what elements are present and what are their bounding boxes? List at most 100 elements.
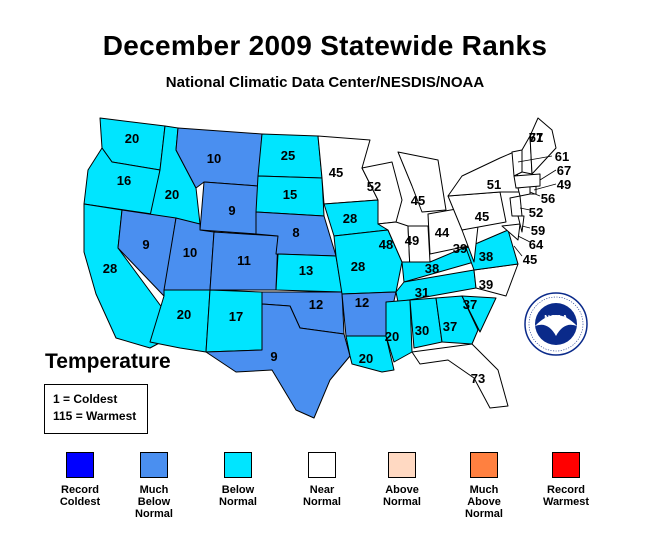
- state-me: [529, 117, 557, 175]
- leader-line-dc: [513, 245, 523, 257]
- rank-label-nd: 25: [281, 148, 295, 163]
- noaa-logo: NOAA: [524, 292, 588, 356]
- state-tx: [205, 303, 351, 419]
- rank-label-ia: 28: [343, 211, 357, 226]
- leader-line-md: [517, 235, 531, 243]
- rank-label-mn: 45: [329, 165, 343, 180]
- state-vt: [511, 149, 523, 177]
- legend-swatch: [552, 452, 580, 478]
- rank-label-fl: 73: [471, 371, 485, 386]
- rank-label-pa: 45: [475, 209, 489, 224]
- rank-label-va: 38: [479, 249, 493, 264]
- rank-label-nm: 17: [229, 309, 243, 324]
- state-va: [465, 229, 519, 271]
- state-ms: [385, 299, 413, 363]
- leader-line-ri: [533, 183, 557, 191]
- rank-label-co: 11: [237, 253, 251, 268]
- legend-label: Record Coldest: [59, 484, 101, 508]
- rank-label-ar: 12: [355, 295, 369, 310]
- legend-item: Record Coldest: [40, 452, 120, 508]
- legend-swatch: [470, 452, 498, 478]
- legend-item: Much Below Normal: [114, 452, 194, 520]
- legend-label: Much Above Normal: [465, 484, 503, 520]
- rank-key-coldest: 1 = Coldest: [53, 392, 118, 406]
- rank-label-mt: 10: [207, 151, 221, 166]
- rank-label-de: 59: [531, 223, 545, 238]
- rank-label-ky: 38: [425, 261, 439, 276]
- legend-swatch: [388, 452, 416, 478]
- rank-label-dc: 45: [523, 252, 537, 267]
- rank-label-nh: 61: [529, 130, 543, 145]
- rank-label-in: 49: [405, 233, 419, 248]
- legend-label: Much Below Normal: [135, 484, 173, 520]
- state-ne: [255, 211, 337, 257]
- rank-label-az: 20: [177, 307, 191, 322]
- rank-label-ne: 8: [292, 225, 299, 240]
- rank-label-vt: 61: [555, 149, 569, 164]
- legend-swatch: [66, 452, 94, 478]
- rank-label-ca: 28: [103, 261, 117, 276]
- rank-label-la: 20: [359, 351, 373, 366]
- rank-label-ma: 67: [557, 163, 571, 178]
- rank-label-nc: 39: [479, 277, 493, 292]
- leader-line-vt: [517, 155, 553, 163]
- state-mi: [397, 151, 447, 213]
- rank-label-tn: 31: [415, 285, 429, 300]
- rank-label-ok: 12: [309, 297, 323, 312]
- legend-item: Record Warmest: [526, 452, 606, 508]
- legend-label: Near Normal: [303, 484, 341, 508]
- legend-swatch: [224, 452, 252, 478]
- legend-item: Much Above Normal: [444, 452, 524, 520]
- state-ma: [513, 173, 541, 189]
- rank-label-wa: 20: [125, 131, 139, 146]
- leader-line-ma: [539, 169, 557, 181]
- rank-label-wi: 52: [367, 179, 381, 194]
- legend-label: Above Normal: [383, 484, 421, 508]
- rank-label-id: 20: [165, 187, 179, 202]
- rank-label-il: 48: [379, 237, 393, 252]
- leader-line-nj: [519, 207, 531, 211]
- rank-key: 1 = Coldest 115 = Warmest: [44, 384, 148, 434]
- state-md: [501, 223, 521, 241]
- rank-label-al: 30: [415, 323, 429, 338]
- rank-label-oh: 44: [435, 225, 450, 240]
- rank-label-sd: 15: [283, 187, 297, 202]
- rank-label-ut: 10: [183, 245, 197, 260]
- rank-label-ri: 49: [557, 177, 571, 192]
- map-subtitle: National Climatic Data Center/NESDIS/NOA…: [165, 74, 485, 91]
- map-title: December 2009 Statewide Ranks: [102, 30, 548, 61]
- variable-heading: Temperature: [45, 350, 171, 373]
- rank-label-wv: 39: [453, 241, 467, 256]
- state-sc: [461, 295, 497, 333]
- legend-swatch: [140, 452, 168, 478]
- rank-label-wy: 9: [228, 203, 235, 218]
- rank-label-md: 64: [529, 237, 544, 252]
- rank-label-or: 16: [117, 173, 131, 188]
- legend-item: Near Normal: [282, 452, 362, 508]
- leader-line-ct: [529, 191, 541, 197]
- rank-key-warmest: 115 = Warmest: [53, 409, 137, 423]
- legend-item: Above Normal: [362, 452, 442, 508]
- rank-label-nv: 9: [142, 237, 149, 252]
- rank-label-nj: 52: [529, 205, 543, 220]
- rank-label-sc: 37: [463, 297, 477, 312]
- legend-item: Below Normal: [198, 452, 278, 508]
- leader-line-de: [521, 225, 531, 229]
- rank-label-ct: 56: [541, 191, 555, 206]
- legend-swatch: [308, 452, 336, 478]
- svg-text:NOAA: NOAA: [544, 314, 568, 323]
- rank-label-tx: 9: [270, 349, 277, 364]
- state-nj: [509, 195, 523, 217]
- rank-label-ga: 37: [443, 319, 457, 334]
- rank-label-mi: 45: [411, 193, 425, 208]
- legend-label: Below Normal: [219, 484, 257, 508]
- state-fl: [411, 343, 509, 409]
- rank-label-ks: 13: [299, 263, 313, 278]
- legend-label: Record Warmest: [542, 484, 590, 508]
- rank-label-mo: 28: [351, 259, 365, 274]
- rank-label-ms: 20: [385, 329, 399, 344]
- rank-label-me: 77: [529, 130, 543, 145]
- state-ny: [447, 151, 521, 197]
- rank-label-ny: 51: [487, 177, 501, 192]
